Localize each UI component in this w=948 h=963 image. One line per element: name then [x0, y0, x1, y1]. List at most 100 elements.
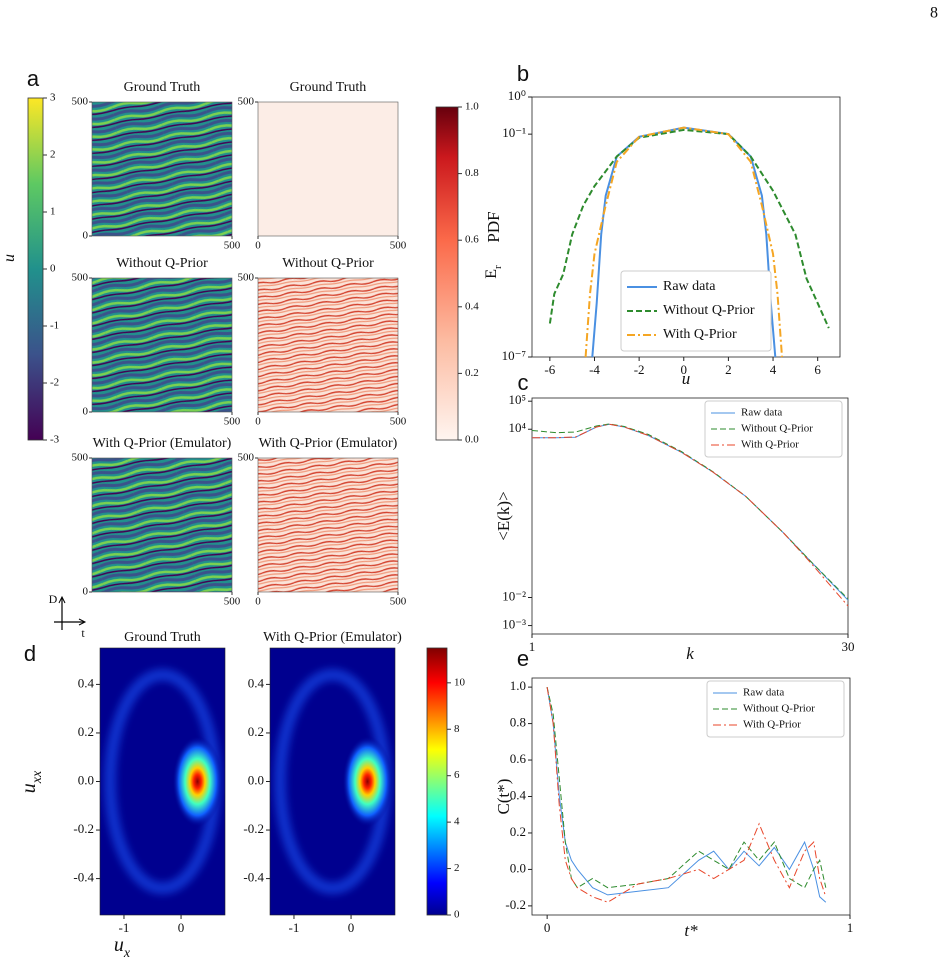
legend-label: Raw data: [663, 279, 716, 294]
colorbar-tick-label: 0.4: [465, 300, 479, 312]
colorbar-label-sub: r: [492, 265, 504, 269]
x-axis-label: k: [686, 644, 694, 663]
y-tick-label: 0.8: [510, 715, 526, 730]
y-tick-label: 0.2: [248, 724, 264, 739]
panel-label: e: [517, 646, 529, 671]
field-image: [91, 101, 233, 237]
colorbar-tick-label: 2: [50, 149, 56, 161]
x-axis-label: ux: [114, 934, 131, 961]
y-tick-label: 500: [72, 96, 89, 108]
axis-indicator-label: D: [49, 592, 58, 606]
x-tick-label: 0: [544, 920, 551, 935]
colorbar-tick-label: 6: [454, 769, 460, 781]
legend-label: Raw data: [741, 407, 782, 419]
field-image: [257, 457, 399, 593]
field-image: [257, 101, 399, 237]
y-tick-label: -0.4: [243, 870, 264, 885]
y-tick-label: 10⁻³: [502, 617, 526, 632]
y-tick-label: -0.4: [73, 870, 94, 885]
x-tick-label: 500: [390, 596, 407, 608]
plot-title: With Q-Prior (Emulator): [263, 630, 402, 645]
colorbar-label: u: [1, 254, 18, 262]
density-core: [172, 736, 223, 827]
y-tick-label: 500: [72, 272, 89, 284]
data-line: [546, 687, 827, 903]
field-image: [91, 277, 233, 413]
data-line: [584, 126, 783, 358]
colorbar-tick-label: 1: [50, 206, 56, 218]
colorbar-tick-label: 10: [454, 676, 466, 688]
legend-box: [704, 400, 843, 458]
colorbar-tick-label: 0.2: [465, 367, 479, 379]
colorbar-tick-label: 0.6: [465, 234, 479, 246]
colorbar-tick-label: -1: [50, 320, 59, 332]
data-line: [531, 423, 849, 600]
y-tick-label: 0.4: [510, 787, 527, 802]
colorbar-tick-label: -3: [50, 434, 60, 446]
y-tick-label: 500: [238, 452, 255, 464]
panel-label: c: [518, 370, 529, 395]
panel-label: d: [24, 641, 36, 666]
y-tick-label: 0.4: [78, 675, 95, 690]
x-tick-label: 500: [390, 240, 407, 252]
y-tick-label: 10⁻⁷: [502, 348, 526, 363]
legend-box: [706, 680, 845, 738]
y-tick-label: -0.2: [73, 821, 94, 836]
field-image: [257, 277, 399, 413]
colorbar-label: Er: [483, 265, 504, 279]
x-axis-label: u: [682, 369, 691, 388]
x-tick-label: 30: [842, 639, 855, 654]
plot-title: With Q-Prior (Emulator): [93, 436, 232, 451]
colorbar-label-main: u: [1, 254, 18, 262]
colorbar-label-main: E: [483, 269, 500, 279]
y-tick-label: 500: [238, 272, 255, 284]
x-tick-label: -4: [589, 362, 600, 377]
y-tick-label: -0.2: [243, 821, 264, 836]
legend-label: Raw data: [743, 687, 784, 699]
legend-label: With Q-Prior: [663, 327, 737, 342]
colorbar-tick-label: 3: [50, 92, 56, 104]
plot-title: With Q-Prior (Emulator): [259, 436, 398, 451]
x-tick-label: 2: [725, 362, 732, 377]
x-tick-label: 0: [348, 920, 355, 935]
y-axis-label: uxx: [18, 770, 45, 793]
x-tick-label: 4: [770, 362, 777, 377]
arrow-head: [78, 618, 87, 626]
y-tick-label: 0.0: [78, 772, 94, 787]
legend-box: [620, 270, 772, 352]
y-tick-label: 500: [72, 452, 89, 464]
y-tick-label: 0.0: [510, 860, 526, 875]
colorbar-tick-label: 0: [454, 909, 460, 921]
arrow-head: [58, 595, 66, 604]
x-tick-label: 500: [390, 416, 407, 428]
y-tick-label: 10⁻¹: [502, 125, 526, 140]
x-tick-label: 6: [814, 362, 821, 377]
y-tick-label: 0.0: [248, 772, 264, 787]
panel-label: a: [27, 66, 40, 91]
x-tick-label: 0: [681, 362, 688, 377]
y-tick-label: 0.2: [510, 824, 526, 839]
colorbar: [435, 106, 459, 441]
plot-title: Ground Truth: [124, 80, 201, 95]
colorbar-tick-label: 0.8: [465, 167, 479, 179]
x-axis-label-main: u: [114, 934, 124, 956]
y-tick-label: 0: [83, 586, 89, 598]
data-line: [548, 128, 830, 329]
x-axis-label-sub: x: [123, 946, 131, 961]
colorbar-tick-label: 0: [50, 263, 56, 275]
y-axis-label: C(t*): [494, 779, 513, 815]
y-tick-label: 0: [83, 230, 89, 242]
colorbar-tick-label: -2: [50, 377, 59, 389]
colorbar-tick-label: 0.0: [465, 434, 479, 446]
panel-label: b: [517, 61, 529, 86]
data-line: [546, 686, 827, 889]
axis-indicator-label: t: [81, 626, 85, 640]
legend-label: With Q-Prior: [741, 439, 799, 451]
y-axis-label-sub: xx: [30, 770, 45, 784]
data-line: [546, 687, 827, 903]
x-tick-label: 500: [224, 596, 241, 608]
y-tick-label: 0.2: [78, 724, 94, 739]
plot-title: Ground Truth: [124, 630, 201, 645]
density-core: [342, 736, 393, 827]
